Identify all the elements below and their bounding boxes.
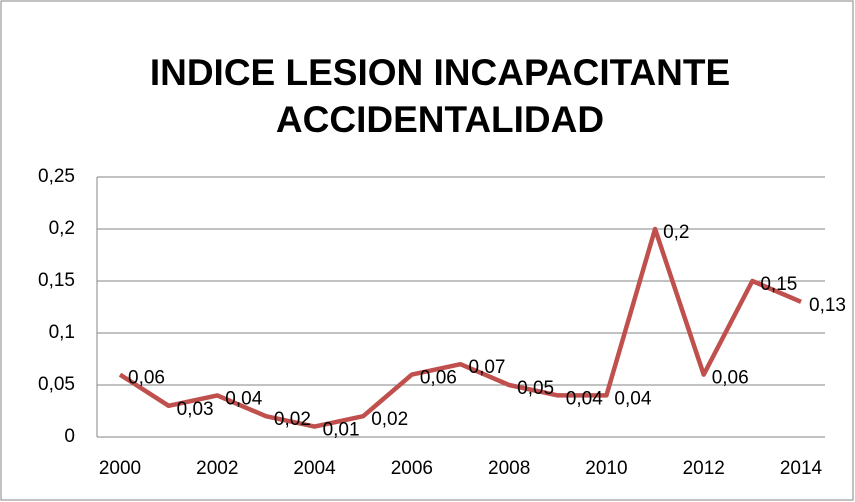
x-tick-label: 2002	[196, 458, 238, 479]
data-label: 0,03	[177, 399, 214, 420]
data-label: 0,15	[760, 274, 797, 295]
x-tick-label: 2008	[488, 458, 530, 479]
y-tick-label: 0,05	[38, 374, 75, 395]
y-tick-label: 0,15	[38, 270, 75, 291]
x-tick-label: 2012	[683, 458, 725, 479]
x-tick-label: 2006	[391, 458, 433, 479]
y-tick-label: 0,25	[38, 166, 75, 187]
y-tick-label: 0,1	[49, 322, 75, 343]
x-tick-label: 2014	[780, 458, 823, 479]
data-label: 0,13	[809, 295, 846, 316]
chart-title: ACCIDENTALIDAD	[276, 99, 604, 140]
data-label: 0,04	[566, 388, 603, 409]
y-tick-label: 0,2	[49, 218, 75, 239]
data-label: 0,02	[371, 409, 408, 430]
chart-title: INDICE LESION INCAPACITANTE	[150, 52, 730, 93]
data-label: 0,02	[274, 409, 311, 430]
data-label: 0,01	[323, 420, 360, 441]
data-label: 0,06	[712, 368, 749, 389]
data-label: 0,06	[128, 368, 165, 389]
x-tick-label: 2000	[99, 458, 141, 479]
data-label: 0,04	[614, 388, 651, 409]
data-label: 0,2	[663, 222, 689, 243]
data-label: 0,05	[517, 378, 554, 399]
data-label: 0,04	[225, 388, 262, 409]
data-label: 0,07	[469, 357, 506, 378]
data-label: 0,06	[420, 368, 457, 389]
line	[118, 226, 802, 429]
y-tick-label: 0	[64, 426, 75, 447]
x-tick-label: 2010	[585, 458, 627, 479]
x-tick-label: 2004	[293, 458, 336, 479]
